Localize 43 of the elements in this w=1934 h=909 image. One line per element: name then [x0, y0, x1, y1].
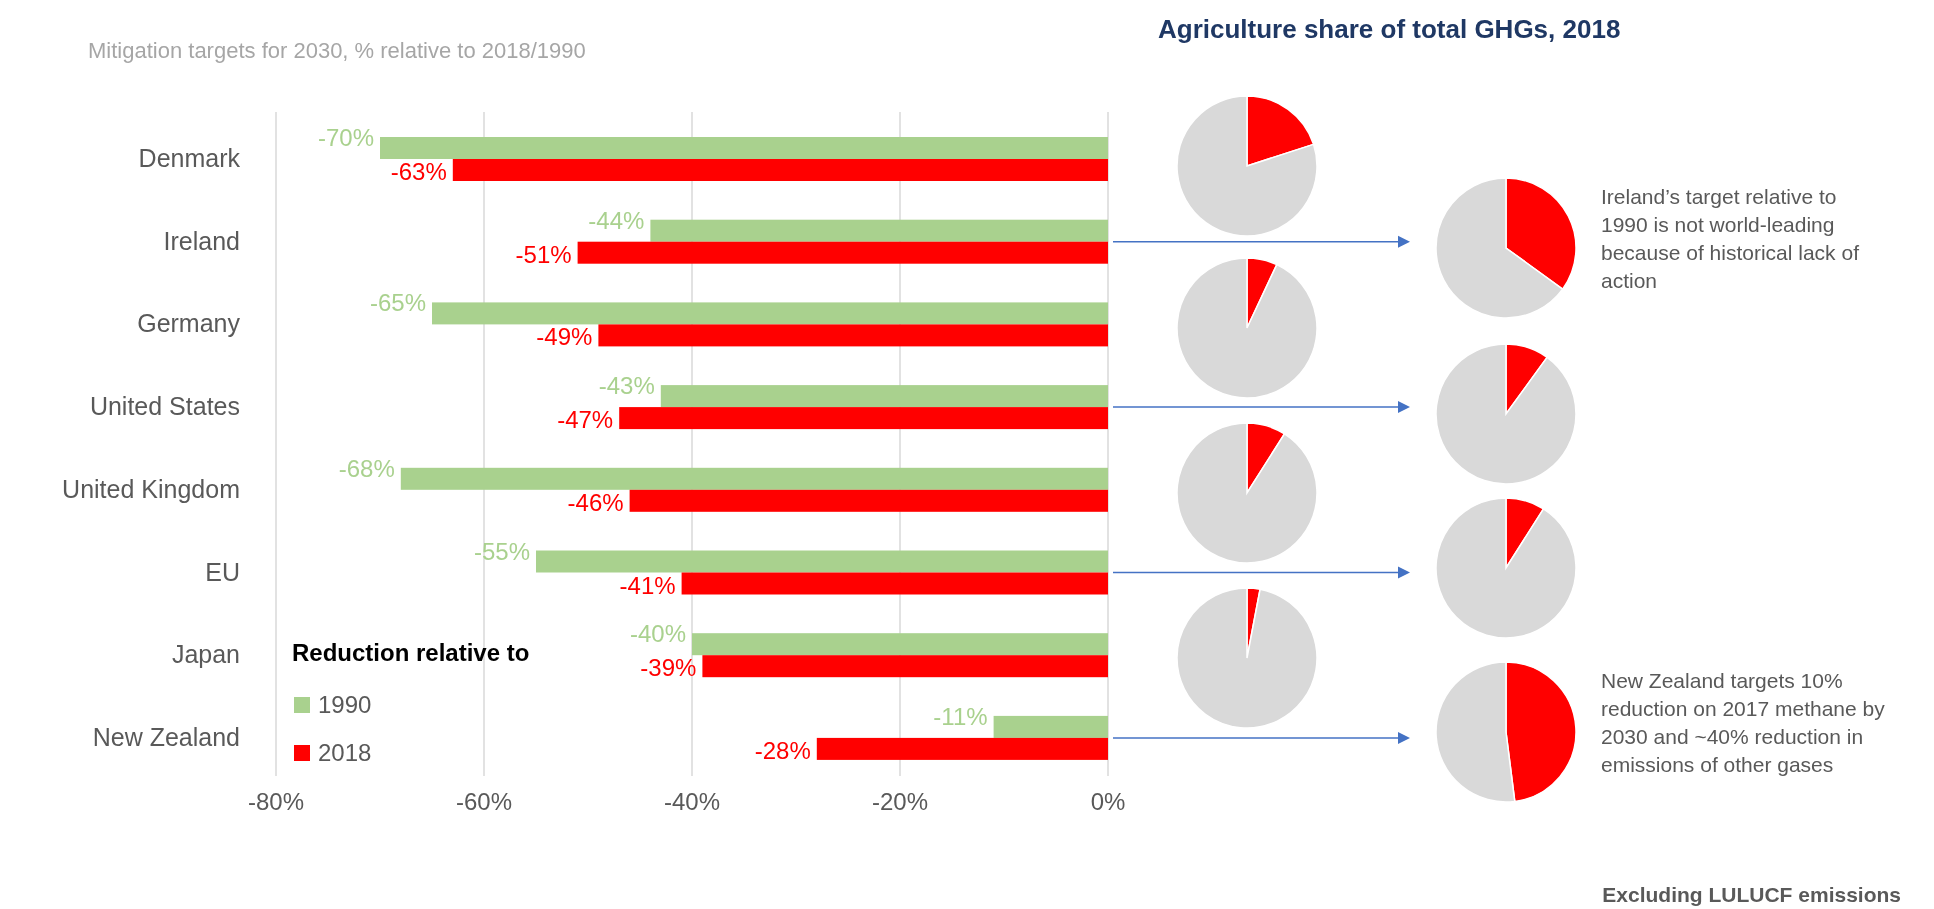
text: New Zealand targets 10% reduction on 2017 methane by 2030 and ~40% reduction in emissions of other gases — [1601, 669, 1886, 776]
data-label: -55% — [473, 537, 530, 565]
pie-slice — [1435, 497, 1577, 639]
legend-label: 1990 — [318, 691, 372, 718]
data-label: -63% — [390, 158, 447, 185]
x-tick-label: -20% — [871, 788, 929, 815]
legend-label: 2018 — [318, 739, 372, 766]
text: Agriculture share of total GHGs, 2018 — [1158, 14, 1621, 44]
pie-slice — [1176, 257, 1318, 399]
data-label: -68% — [338, 454, 395, 482]
x-tick-label: -40% — [663, 788, 721, 815]
data-label: -11% — [933, 702, 988, 730]
legend-title: Reduction relative to — [292, 639, 530, 666]
pie-slice — [1176, 587, 1318, 729]
text: Ireland’s target relative to 1990 is not world-leading because of historical lack of action — [1601, 185, 1860, 292]
x-tick-label: -80% — [247, 788, 305, 815]
x-tick-label: 0% — [1090, 788, 1126, 815]
y-tick-label: EU — [205, 557, 240, 586]
y-tick-label: United States — [89, 392, 240, 421]
x-tick-label: -60% — [455, 788, 513, 815]
pie-slice — [1176, 422, 1318, 564]
data-label: -40% — [629, 620, 686, 648]
y-tick-label: Germany — [137, 309, 241, 338]
data-label: -51% — [515, 240, 572, 268]
chart-subtitle: Mitigation targets for 2030, % relative to 2018/1990 — [88, 38, 586, 63]
data-label: -70% — [317, 124, 374, 151]
data-label: -46% — [567, 488, 624, 516]
data-label: -28% — [754, 736, 811, 764]
pie-slice — [1435, 343, 1577, 485]
data-label: -44% — [588, 206, 645, 234]
data-label: -43% — [598, 372, 655, 400]
data-label: -41% — [619, 571, 676, 599]
pie-slice — [1176, 95, 1318, 237]
y-tick-label: Ireland — [163, 226, 240, 255]
data-label: -47% — [557, 406, 614, 434]
y-tick-label: United Kingdom — [62, 474, 240, 503]
data-label: -39% — [640, 654, 697, 682]
text: Excluding LULUCF emissions — [1602, 883, 1901, 906]
data-label: -65% — [369, 289, 426, 317]
y-tick-label: New Zealand — [92, 722, 240, 751]
y-tick-label: Japan — [171, 640, 240, 669]
y-tick-label: Denmark — [138, 144, 241, 172]
data-label: -49% — [536, 323, 593, 351]
